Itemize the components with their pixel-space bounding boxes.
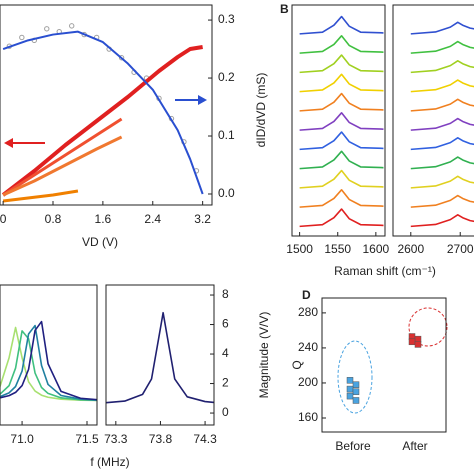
y-tick-label: 0.3 — [218, 12, 235, 26]
arrow-head — [198, 95, 207, 105]
axes-frame — [0, 284, 98, 426]
data-line — [410, 175, 474, 189]
data-line — [410, 40, 474, 54]
data-line — [299, 15, 384, 35]
data-line — [0, 326, 98, 402]
axes-frame — [321, 297, 447, 433]
data-point — [352, 388, 360, 395]
y-tick-label: 2 — [222, 376, 229, 390]
subplot — [105, 311, 215, 404]
data-line — [299, 54, 384, 74]
x-tick-label: 1550 — [324, 242, 351, 256]
y-tick-label: 0.0 — [218, 186, 235, 200]
arrow-head — [4, 138, 13, 148]
y-axis-label: Q — [290, 360, 304, 369]
y-tick-label: 200 — [298, 375, 318, 389]
y-tick-label: 6 — [222, 317, 229, 331]
data-line — [2, 30, 204, 195]
data-point — [346, 377, 354, 384]
x-tick-label: 71.0 — [10, 432, 34, 446]
y-tick-label: 8 — [222, 287, 229, 301]
subplot — [299, 15, 384, 228]
panel-label: D — [302, 288, 311, 302]
data-point — [352, 381, 360, 388]
data-point — [118, 55, 125, 61]
data-line — [299, 131, 384, 151]
data-point — [352, 397, 360, 404]
x-tick-label: 0 — [0, 212, 7, 226]
x-tick-label: 74.3 — [193, 432, 217, 446]
data-line — [0, 324, 98, 401]
x-axis-label: Raman shift (cm⁻¹) — [334, 264, 436, 278]
data-line — [299, 35, 384, 54]
data-point — [44, 26, 50, 32]
y2-axis-label: dID/dVD (mS) — [254, 73, 268, 148]
axes-frame — [291, 4, 386, 237]
data-line — [410, 60, 474, 74]
group-outline — [337, 340, 373, 414]
x-tick-label: 73.3 — [104, 432, 128, 446]
x-tick-label: 2700 — [447, 242, 474, 256]
y-tick-label: 0 — [222, 405, 229, 419]
data-line — [410, 194, 474, 208]
data-line — [299, 208, 384, 228]
data-line — [410, 214, 474, 228]
x-tick-label: 1500 — [286, 242, 313, 256]
data-line — [105, 311, 215, 404]
axes-frame — [105, 284, 215, 426]
x-axis-label: f (MHz) — [90, 455, 129, 469]
data-line — [410, 98, 474, 112]
data-point — [346, 392, 354, 400]
data-line — [410, 156, 474, 170]
data-line — [299, 189, 384, 208]
data-line — [410, 21, 474, 35]
y-tick-label: 240 — [298, 340, 318, 354]
data-line — [0, 320, 98, 401]
y-tick-label: 0.2 — [218, 70, 235, 84]
data-line — [299, 92, 384, 112]
x-tick-label: Before — [335, 439, 371, 453]
y-axis-label: Magnitude (V/V) — [257, 312, 271, 399]
x-tick-label: 1.6 — [95, 212, 112, 226]
y-tick-label: 160 — [298, 410, 318, 424]
data-line — [2, 135, 123, 197]
group-outline — [408, 307, 448, 347]
x-tick-label: 1600 — [363, 242, 390, 256]
data-line — [410, 117, 474, 131]
data-line — [1, 45, 203, 197]
x-tick-label: 2.4 — [144, 212, 161, 226]
data-point — [408, 338, 416, 346]
x-tick-label: 71.5 — [75, 432, 99, 446]
y-tick-label: 280 — [298, 305, 318, 319]
x-axis-label: VD (V) — [82, 235, 118, 249]
data-line — [299, 112, 384, 131]
y-tick-label: 0.1 — [218, 128, 235, 142]
x-tick-label: 73.8 — [149, 432, 173, 446]
x-tick-label: 3.2 — [194, 212, 211, 226]
subplot — [410, 21, 474, 228]
data-point — [414, 341, 422, 348]
x-tick-label: 2600 — [397, 242, 424, 256]
data-line — [299, 150, 384, 170]
data-line — [410, 79, 474, 93]
data-line — [0, 330, 98, 402]
x-tick-label: After — [402, 439, 427, 453]
axes-frame — [392, 4, 474, 237]
panel-label: B — [280, 2, 289, 16]
y-tick-label: 4 — [222, 346, 229, 360]
data-point — [69, 23, 75, 29]
data-point — [346, 385, 354, 393]
data-line — [410, 137, 474, 151]
axes-frame — [0, 4, 213, 206]
data-line — [2, 117, 123, 197]
data-line — [2, 189, 79, 203]
subplot — [0, 320, 98, 402]
data-line — [299, 169, 384, 189]
data-point — [19, 34, 25, 41]
data-line — [299, 73, 384, 93]
x-tick-label: 0.8 — [45, 212, 62, 226]
